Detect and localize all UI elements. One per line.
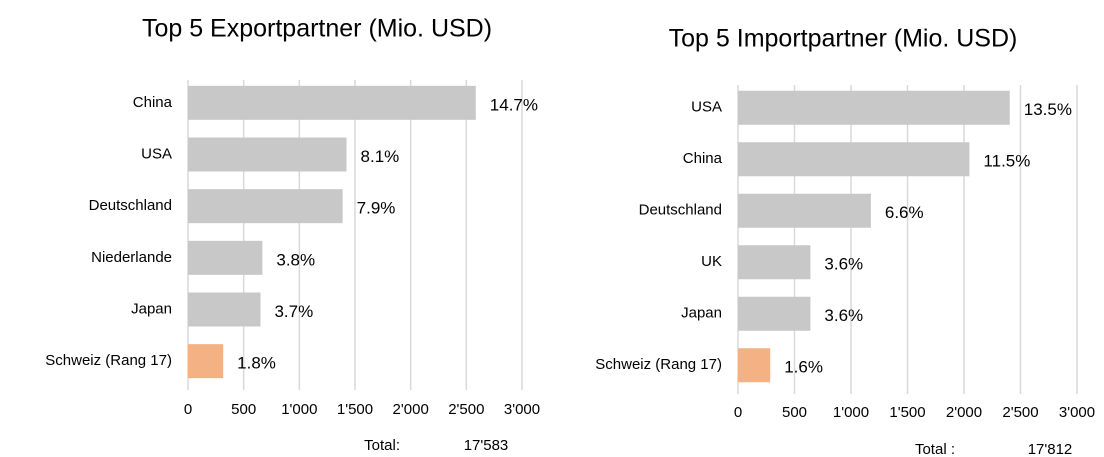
bar — [188, 189, 343, 224]
bar — [188, 344, 224, 379]
total-label: Total: — [364, 437, 400, 454]
x-tick-label: 1'500 — [337, 401, 373, 418]
x-tick-label: 1'000 — [833, 404, 869, 421]
data-label: 14.7% — [490, 95, 538, 114]
data-label: 3.7% — [274, 302, 313, 321]
data-label: 7.9% — [357, 199, 396, 218]
x-tick-label: 500 — [231, 401, 256, 418]
data-label: 1.8% — [237, 354, 276, 373]
bar — [188, 137, 347, 172]
bar — [188, 240, 263, 275]
x-tick-label: 3'000 — [1059, 404, 1095, 421]
category-label: Schweiz (Rang 17) — [45, 352, 172, 369]
chart-title: Top 5 Importpartner (Mio. USD) — [669, 25, 1018, 53]
x-tick-label: 2'000 — [393, 401, 429, 418]
category-label: USA — [141, 145, 172, 162]
x-tick-label: 3'000 — [504, 401, 540, 418]
x-tick-label: 0 — [184, 401, 192, 418]
x-tick-label: 1'500 — [889, 404, 925, 421]
data-label: 8.1% — [361, 147, 400, 166]
category-label: Niederlande — [91, 249, 172, 266]
data-label: 11.5% — [983, 152, 1030, 171]
total-value: 17'583 — [464, 437, 509, 454]
x-tick-label: 2'500 — [448, 401, 484, 418]
bar — [738, 90, 1010, 125]
x-tick-label: 500 — [782, 404, 807, 421]
category-label: USA — [691, 99, 722, 116]
category-label: UK — [701, 253, 722, 270]
chart-title: Top 5 Exportpartner (Mio. USD) — [142, 15, 492, 43]
data-label: 3.6% — [824, 306, 863, 325]
data-label: 6.6% — [885, 203, 924, 222]
x-tick-label: 2'500 — [1002, 404, 1038, 421]
data-label: 3.6% — [824, 255, 863, 274]
category-label: Schweiz (Rang 17) — [595, 356, 722, 373]
bar — [738, 142, 970, 177]
bar — [738, 245, 811, 280]
total-value: 17'812 — [1028, 441, 1073, 457]
category-label: Japan — [131, 300, 172, 317]
data-label: 1.6% — [784, 358, 823, 377]
bar — [188, 292, 261, 327]
bar — [738, 348, 771, 383]
x-tick-label: 0 — [734, 404, 742, 421]
x-tick-label: 1'000 — [281, 401, 317, 418]
category-label: China — [133, 94, 173, 111]
data-label: 13.5% — [1024, 100, 1072, 119]
bar — [738, 193, 871, 228]
x-tick-label: 2'000 — [946, 404, 982, 421]
total-label: Total : — [915, 441, 955, 457]
category-label: Deutschland — [89, 197, 172, 214]
category-label: China — [683, 150, 723, 167]
bar — [738, 296, 811, 331]
category-label: Deutschland — [639, 202, 722, 219]
category-label: Japan — [681, 305, 722, 322]
bar — [188, 85, 476, 120]
data-label: 3.8% — [276, 250, 315, 269]
